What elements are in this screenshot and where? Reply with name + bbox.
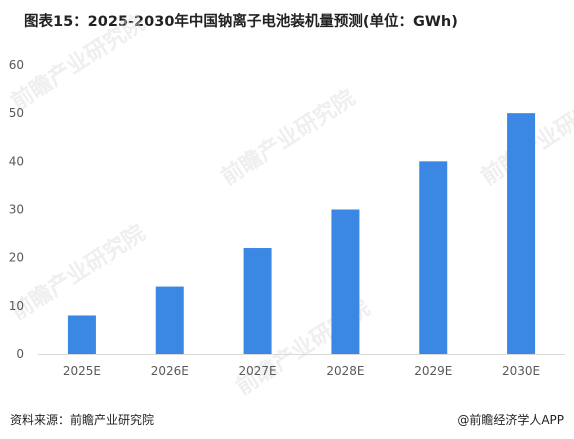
source-note: 资料来源：前瞻产业研究院 <box>10 413 155 427</box>
y-tick-label: 60 <box>9 58 24 72</box>
y-tick-label: 50 <box>9 106 24 120</box>
x-tick-label: 2028E <box>326 364 364 378</box>
y-tick-label: 30 <box>9 203 24 217</box>
chart-title: 图表15：2025-2030年中国钠离子电池装机量预测(单位：GWh) <box>24 14 458 30</box>
x-tick-label: 2027E <box>239 364 277 378</box>
bar-2028E <box>331 209 360 354</box>
y-tick-label: 20 <box>9 251 24 265</box>
bar-2029E <box>419 161 448 354</box>
x-tick-label: 2029E <box>414 364 452 378</box>
bar-2030E <box>507 113 536 355</box>
x-tick-label: 2025E <box>63 364 101 378</box>
y-tick-label: 40 <box>9 154 24 168</box>
bar-2025E <box>67 315 96 354</box>
bar-2026E <box>155 286 184 354</box>
y-tick-label: 0 <box>16 347 24 361</box>
bar-2027E <box>243 248 272 354</box>
x-tick-label: 2030E <box>502 364 540 378</box>
y-tick-label: 10 <box>9 299 24 313</box>
x-tick-label: 2026E <box>151 364 189 378</box>
credit-note: @前瞻经济学人APP <box>457 413 564 427</box>
